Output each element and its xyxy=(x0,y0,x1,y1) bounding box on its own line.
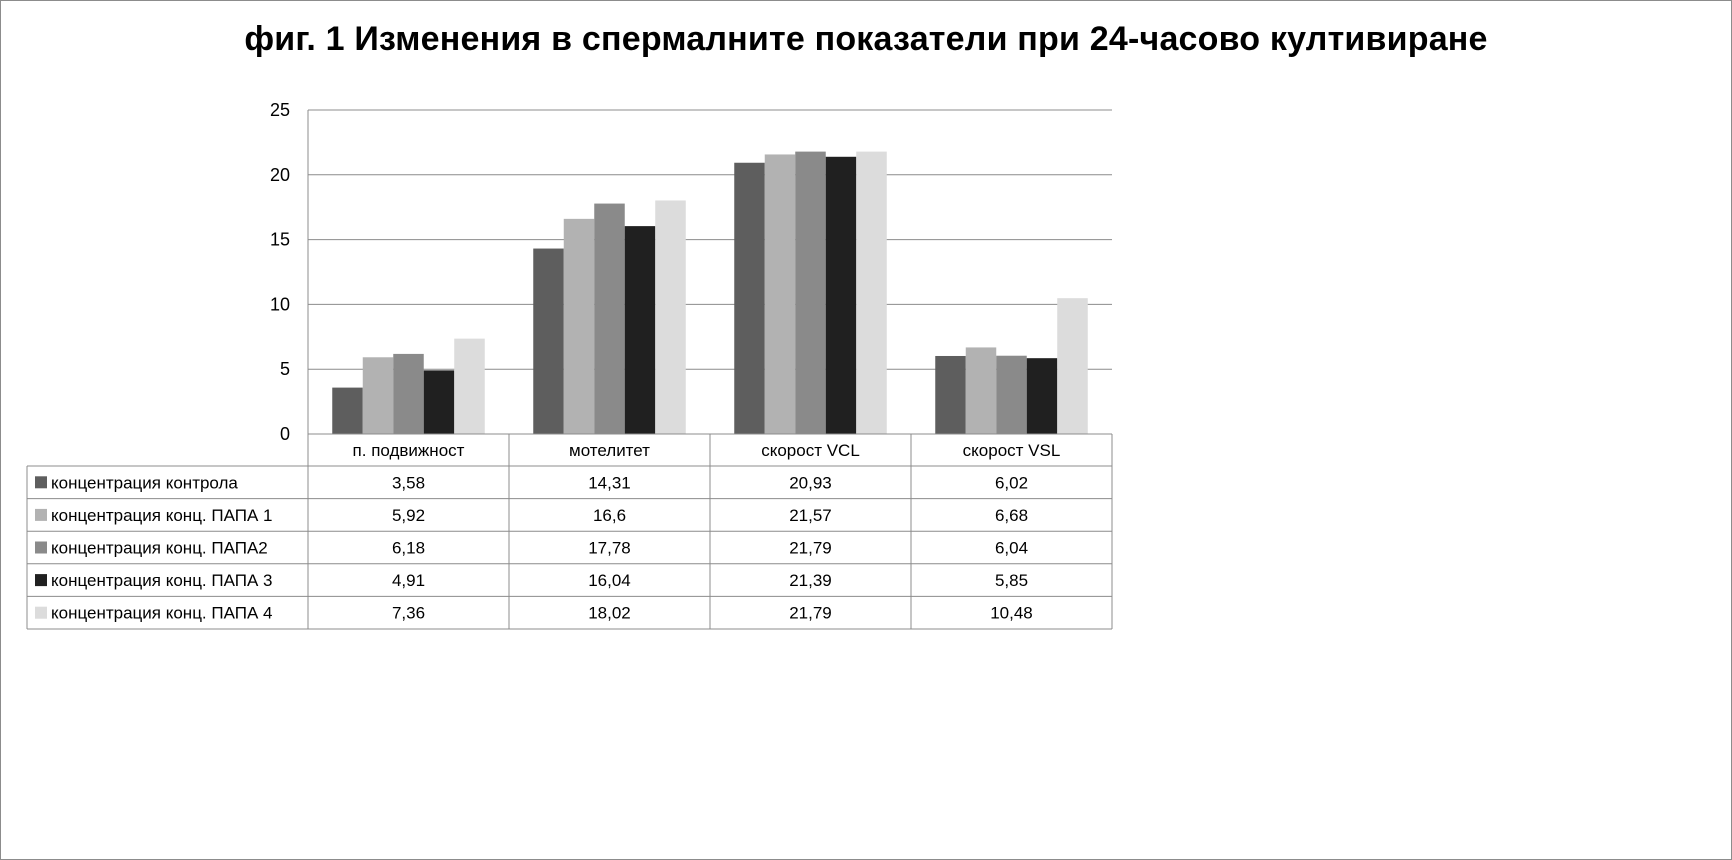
series-name-s4: концентрация конц. ПАПА 3 xyxy=(51,571,272,590)
bar-s1-c1 xyxy=(332,387,363,434)
data-value-s2-c3: 21,57 xyxy=(789,506,832,525)
y-tick-label-25: 25 xyxy=(270,100,290,120)
bar-s4-c2 xyxy=(624,226,656,434)
data-value-s2-c2: 16,6 xyxy=(593,506,626,525)
chart-title: фиг. 1 Изменения в спермалните показател… xyxy=(244,20,1488,58)
bar-s1-c2 xyxy=(533,248,564,434)
data-value-s4-c2: 16,04 xyxy=(588,571,631,590)
data-value-s4-c3: 21,39 xyxy=(789,571,832,590)
data-value-s4-c4: 5,85 xyxy=(995,571,1028,590)
data-value-s3-c4: 6,04 xyxy=(995,539,1028,558)
x-category-label-2: мотелитет xyxy=(569,441,650,460)
x-category-label-3: скорост VCL xyxy=(761,441,860,460)
bar-s4-c4 xyxy=(1026,358,1058,434)
data-value-s2-c4: 6,68 xyxy=(995,506,1028,525)
y-tick-label-10: 10 xyxy=(270,294,290,314)
series-name-s3: концентрация конц. ПАПА2 xyxy=(51,539,268,558)
bar-s5-c1 xyxy=(454,338,485,434)
bar-s3-c4 xyxy=(996,355,1027,434)
legend-key-s5 xyxy=(35,606,47,619)
x-category-label-1: п. подвижност xyxy=(353,441,465,460)
legend-key-s4 xyxy=(35,574,47,587)
data-value-s3-c1: 6,18 xyxy=(392,539,425,558)
bar-s2-c3 xyxy=(764,154,796,434)
bar-s5-c3 xyxy=(856,151,887,434)
y-tick-label-20: 20 xyxy=(270,165,290,185)
data-value-s1-c1: 3,58 xyxy=(392,473,425,492)
y-tick-label-5: 5 xyxy=(280,359,290,379)
y-tick-label-0: 0 xyxy=(280,424,290,444)
bar-s5-c4 xyxy=(1057,298,1088,434)
bar-s1-c4 xyxy=(935,355,966,434)
bar-s4-c1 xyxy=(423,370,455,434)
bar-s1-c3 xyxy=(734,162,765,434)
series-name-s5: концентрация конц. ПАПА 4 xyxy=(51,604,272,623)
data-value-s4-c1: 4,91 xyxy=(392,571,425,590)
y-tick-label-15: 15 xyxy=(270,230,290,250)
bar-s5-c2 xyxy=(655,200,686,434)
bar-s3-c1 xyxy=(393,353,424,434)
bar-s3-c3 xyxy=(795,151,826,434)
bar-s3-c2 xyxy=(594,203,625,434)
data-value-s5-c1: 7,36 xyxy=(392,604,425,623)
data-value-s2-c1: 5,92 xyxy=(392,506,425,525)
data-value-s5-c2: 18,02 xyxy=(588,604,631,623)
data-value-s5-c3: 21,79 xyxy=(789,604,832,623)
legend-key-s1 xyxy=(35,476,47,489)
data-value-s3-c2: 17,78 xyxy=(588,539,631,558)
series-name-s2: концентрация конц. ПАПА 1 xyxy=(51,506,272,525)
data-value-s1-c3: 20,93 xyxy=(789,473,832,492)
data-value-s3-c3: 21,79 xyxy=(789,539,832,558)
legend-key-s3 xyxy=(35,541,47,554)
legend-key-s2 xyxy=(35,508,47,521)
bar-s2-c2 xyxy=(563,218,595,434)
bar-s2-c4 xyxy=(965,347,997,434)
data-value-s1-c2: 14,31 xyxy=(588,473,631,492)
data-value-s5-c4: 10,48 xyxy=(990,604,1033,623)
x-category-label-4: скорост VSL xyxy=(963,441,1061,460)
data-value-s1-c4: 6,02 xyxy=(995,473,1028,492)
series-name-s1: концентрация контрола xyxy=(51,473,238,492)
bar-s2-c1 xyxy=(362,357,394,434)
bar-s4-c3 xyxy=(825,156,857,435)
